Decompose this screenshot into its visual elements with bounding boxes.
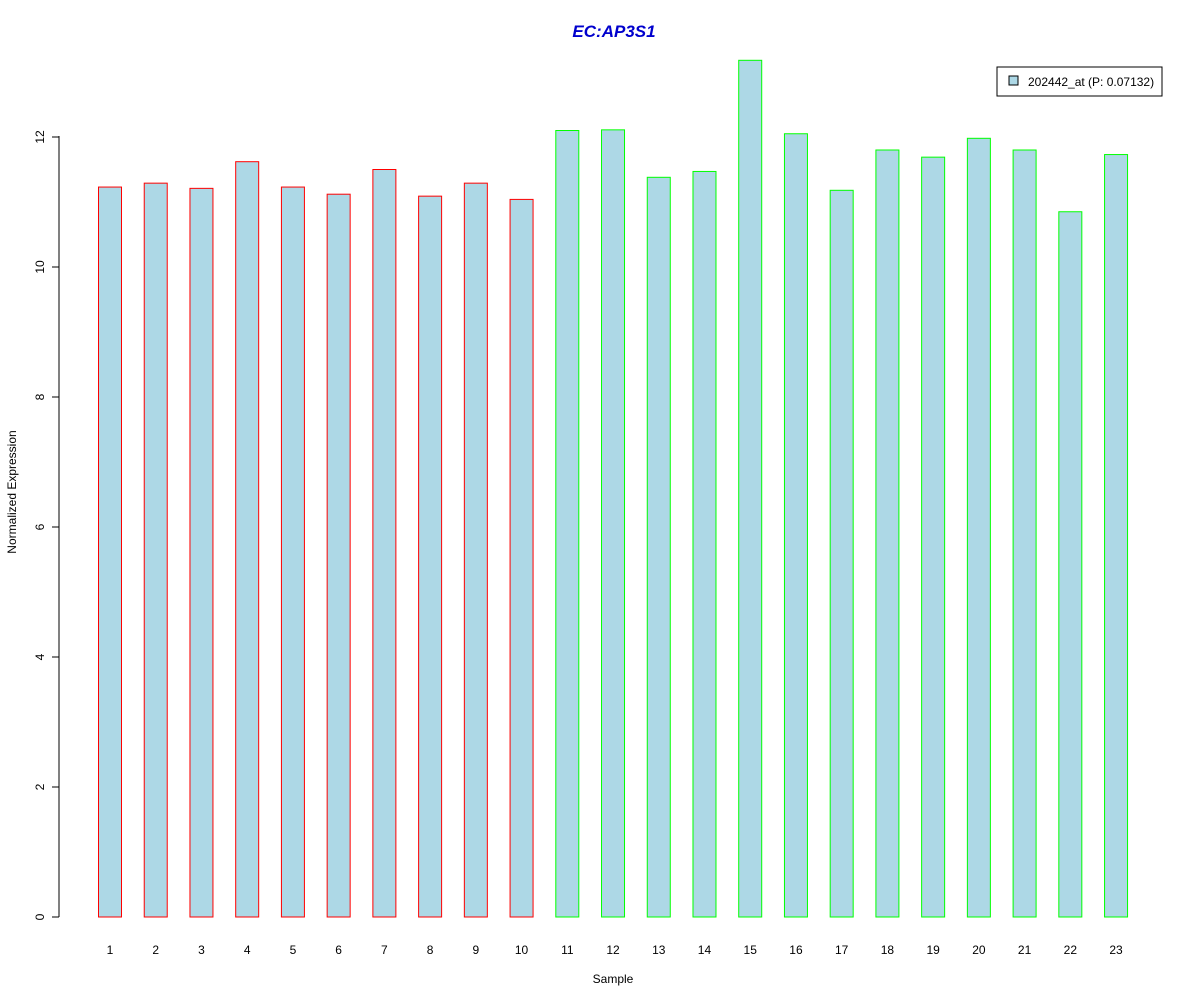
x-tick-label: 15 [744, 943, 758, 957]
y-tick-label: 6 [33, 523, 47, 530]
bar-sample-22 [1058, 211, 1083, 918]
y-tick-label: 2 [33, 783, 47, 790]
x-tick-label: 7 [381, 943, 388, 957]
x-tick-label: 18 [881, 943, 895, 957]
x-tick-label: 19 [926, 943, 940, 957]
x-tick-label: 6 [335, 943, 342, 957]
x-tick-label: 2 [152, 943, 159, 957]
x-tick-label: 23 [1109, 943, 1123, 957]
bar-sample-11 [555, 130, 580, 918]
x-tick-label: 12 [606, 943, 620, 957]
y-axis-label: Normalized Expression [5, 430, 19, 553]
bar-sample-3 [189, 187, 214, 918]
bar-sample-5 [280, 186, 305, 918]
bar-sample-14 [692, 170, 717, 918]
x-tick-label: 21 [1018, 943, 1032, 957]
x-tick-label: 10 [515, 943, 529, 957]
bar-sample-4 [235, 161, 260, 918]
x-tick-label: 17 [835, 943, 849, 957]
x-tick-label: 16 [789, 943, 803, 957]
bar-sample-13 [646, 176, 671, 918]
x-tick-label: 13 [652, 943, 666, 957]
y-axis-ticks: 0 2 4 6 8 10 12 [33, 130, 59, 920]
bar-sample-9 [463, 182, 488, 918]
y-tick-label: 10 [33, 260, 47, 274]
legend-entry: 202442_at (P: 0.07132) [1028, 75, 1154, 89]
legend: 202442_at (P: 0.07132) [996, 66, 1163, 97]
bar-sample-6 [326, 193, 351, 918]
x-tick-label: 8 [427, 943, 434, 957]
x-axis-label: Sample [593, 972, 634, 986]
bar-sample-17 [829, 189, 854, 918]
y-tick-label: 0 [33, 913, 47, 920]
bar-sample-10 [509, 198, 534, 918]
bar-sample-21 [1012, 149, 1037, 918]
x-tick-label: 5 [290, 943, 297, 957]
x-axis-tick-labels: 1 2 3 4 5 6 7 8 9 10 11 12 13 14 15 16 17 18 19 20 21 22 23 [107, 943, 1123, 957]
bar-sample-18 [875, 149, 900, 918]
bar-sample-1 [98, 186, 122, 918]
x-tick-label: 14 [698, 943, 712, 957]
y-tick-label: 8 [33, 393, 47, 400]
bar-sample-7 [372, 169, 397, 918]
bar-sample-2 [143, 182, 168, 918]
legend-swatch [1008, 75, 1019, 86]
x-tick-label: 1 [107, 943, 114, 957]
x-tick-label: 20 [972, 943, 986, 957]
bar-sample-8 [418, 195, 443, 918]
x-tick-label: 11 [561, 943, 574, 957]
x-tick-label: 3 [198, 943, 205, 957]
chart-title: EC:AP3S1 [572, 22, 655, 41]
legend-box [996, 66, 1163, 97]
bar-sample-20 [966, 137, 991, 918]
bar-sample-12 [601, 129, 626, 918]
bar-sample-23 [1104, 154, 1129, 918]
bar-sample-16 [783, 133, 808, 918]
x-tick-label: 22 [1064, 943, 1078, 957]
bar-sample-19 [921, 156, 946, 918]
y-tick-label: 4 [33, 653, 47, 660]
bars [98, 59, 1129, 918]
x-tick-label: 4 [244, 943, 251, 957]
y-tick-label: 12 [33, 130, 47, 144]
x-tick-label: 9 [472, 943, 479, 957]
bar-sample-15 [738, 59, 763, 918]
